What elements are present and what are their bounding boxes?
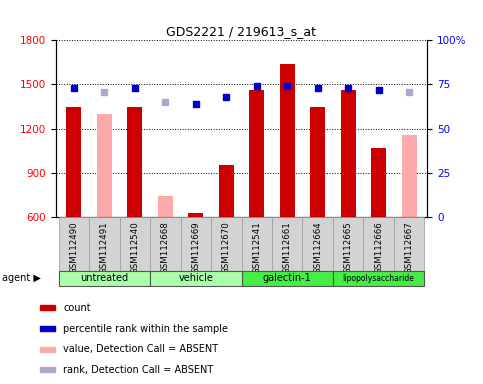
Text: GSM112667: GSM112667 bbox=[405, 221, 413, 274]
Bar bbox=[242, 217, 272, 271]
Text: GSM112661: GSM112661 bbox=[283, 221, 292, 274]
Bar bbox=[333, 271, 425, 286]
Bar bbox=[371, 148, 386, 217]
Bar bbox=[40, 326, 55, 331]
Bar bbox=[249, 90, 264, 217]
Text: GSM112666: GSM112666 bbox=[374, 221, 383, 274]
Text: rank, Detection Call = ABSENT: rank, Detection Call = ABSENT bbox=[63, 365, 213, 375]
Text: GSM112540: GSM112540 bbox=[130, 221, 139, 274]
Text: GSM112541: GSM112541 bbox=[252, 221, 261, 274]
Bar bbox=[242, 271, 333, 286]
Bar bbox=[302, 217, 333, 271]
Bar bbox=[120, 217, 150, 271]
Bar bbox=[401, 134, 417, 217]
Text: GSM112491: GSM112491 bbox=[100, 221, 109, 274]
Bar bbox=[211, 217, 242, 271]
Text: vehicle: vehicle bbox=[178, 273, 213, 283]
Bar bbox=[127, 107, 142, 217]
Text: GSM112668: GSM112668 bbox=[161, 221, 170, 274]
Bar bbox=[66, 107, 82, 217]
Text: GSM112664: GSM112664 bbox=[313, 221, 322, 274]
Bar bbox=[363, 217, 394, 271]
Bar bbox=[181, 217, 211, 271]
Text: count: count bbox=[63, 303, 91, 313]
Bar bbox=[40, 347, 55, 352]
Text: untreated: untreated bbox=[80, 273, 128, 283]
Text: GSM112490: GSM112490 bbox=[70, 221, 78, 274]
Bar bbox=[341, 90, 356, 217]
Text: percentile rank within the sample: percentile rank within the sample bbox=[63, 324, 228, 334]
Text: galectin-1: galectin-1 bbox=[263, 273, 312, 283]
Bar bbox=[150, 271, 242, 286]
Text: lipopolysaccharide: lipopolysaccharide bbox=[343, 274, 414, 283]
Bar bbox=[40, 305, 55, 310]
Bar bbox=[157, 196, 173, 217]
Bar bbox=[280, 64, 295, 217]
Bar bbox=[394, 217, 425, 271]
Bar bbox=[272, 217, 302, 271]
Bar bbox=[188, 213, 203, 217]
Text: agent ▶: agent ▶ bbox=[2, 273, 41, 283]
Title: GDS2221 / 219613_s_at: GDS2221 / 219613_s_at bbox=[167, 25, 316, 38]
Text: GSM112670: GSM112670 bbox=[222, 221, 231, 274]
Bar bbox=[333, 217, 363, 271]
Bar bbox=[310, 107, 326, 217]
Bar bbox=[219, 166, 234, 217]
Bar bbox=[97, 114, 112, 217]
Bar bbox=[40, 367, 55, 372]
Text: GSM112665: GSM112665 bbox=[344, 221, 353, 274]
Bar bbox=[58, 217, 89, 271]
Bar bbox=[58, 271, 150, 286]
Text: GSM112669: GSM112669 bbox=[191, 221, 200, 274]
Bar bbox=[89, 217, 120, 271]
Bar bbox=[150, 217, 181, 271]
Text: value, Detection Call = ABSENT: value, Detection Call = ABSENT bbox=[63, 344, 218, 354]
